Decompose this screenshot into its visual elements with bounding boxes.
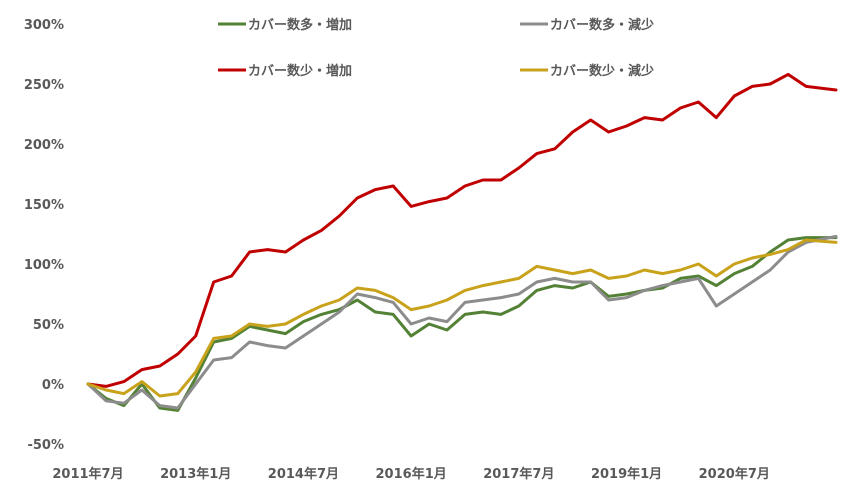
x-tick-label: 2014年7月 <box>268 466 339 482</box>
x-tick-label: 2017年7月 <box>483 466 554 482</box>
legend-item: カバー数少・減少 <box>520 63 654 79</box>
series-line-3 <box>86 72 838 388</box>
x-axis: 2011年7月 2013年1月 2014年7月 2016年1月 2017年7月 2019年… <box>52 466 770 482</box>
legend-label: カバー数少・減少 <box>550 63 654 79</box>
legend-item: カバー数少・増加 <box>218 63 352 79</box>
x-tick-label: 2020年7月 <box>699 466 770 482</box>
legend-label: カバー数多・減少 <box>550 17 654 33</box>
y-tick-label: 300% <box>24 18 64 33</box>
legend-item: カバー数多・増加 <box>218 17 352 33</box>
x-tick-label: 2019年1月 <box>591 466 662 482</box>
series-line-1 <box>86 236 838 412</box>
x-tick-label: 2016年1月 <box>376 466 447 482</box>
legend-item: カバー数多・減少 <box>520 17 654 33</box>
y-tick-label: 250% <box>24 78 64 93</box>
x-tick-label: 2013年1月 <box>160 466 231 482</box>
y-tick-label: 0% <box>42 378 64 393</box>
series-line-2 <box>86 234 838 410</box>
y-tick-label: 100% <box>24 258 64 273</box>
y-tick-label: 50% <box>33 318 64 333</box>
x-tick-label: 2011年7月 <box>52 466 123 482</box>
legend-label: カバー数少・増加 <box>248 63 352 79</box>
series-layer <box>86 72 838 412</box>
y-tick-label: 200% <box>24 138 64 153</box>
y-tick-label: -50% <box>27 438 64 453</box>
y-tick-label: 150% <box>24 198 64 213</box>
series-line-4 <box>86 238 838 398</box>
legend-label: カバー数多・増加 <box>248 17 352 33</box>
y-axis: -50% 0% 50% 100% 150% 200% 250% 300% <box>24 18 64 453</box>
